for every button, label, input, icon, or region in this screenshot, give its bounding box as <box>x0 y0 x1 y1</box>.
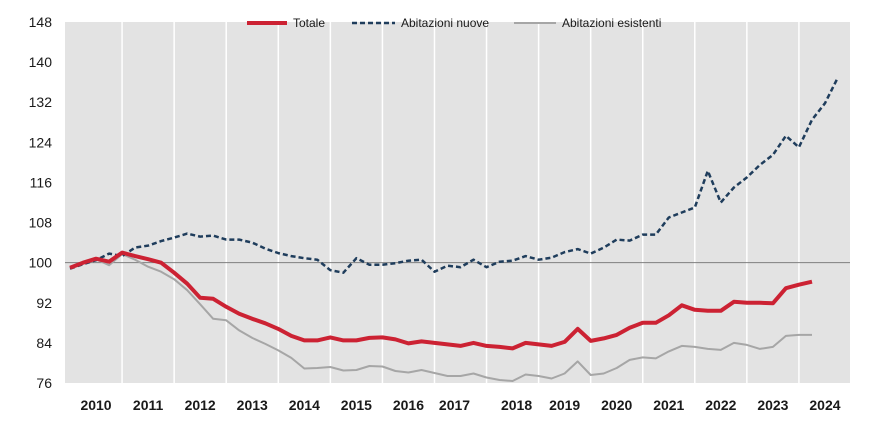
y-tick-label: 148 <box>29 14 53 30</box>
x-tick-label: 2021 <box>653 397 684 413</box>
y-tick-label: 76 <box>36 375 52 391</box>
legend-label-abitazioni-nuove: Abitazioni nuove <box>401 16 489 30</box>
x-axis: 2010 2011 2012 2013 2014 2015 2016 2017 2018 2019… <box>80 397 840 413</box>
y-tick-label: 116 <box>30 174 53 190</box>
series-line-abitazioni-esistenti <box>69 253 812 382</box>
x-tick-label: 2022 <box>705 397 736 413</box>
x-tick-label: 2020 <box>601 397 632 413</box>
x-tick-label: 2017 <box>439 397 470 413</box>
x-tick-label: 2024 <box>809 397 840 413</box>
x-tick-label: 2019 <box>549 397 580 413</box>
legend: Totale Abitazioni nuove Abitazioni esist… <box>247 16 661 30</box>
series-line-abitazioni-nuove <box>69 76 840 274</box>
x-tick-label: 2018 <box>501 397 532 413</box>
x-tick-label: 2010 <box>80 397 111 413</box>
y-tick-label: 84 <box>36 335 52 351</box>
y-axis: 76 84 92 100 108 116 124 132 140 148 <box>29 14 53 391</box>
x-tick-label: 2013 <box>237 397 268 413</box>
y-tick-label: 124 <box>29 134 53 150</box>
y-tick-label: 140 <box>29 54 53 70</box>
y-tick-label: 92 <box>36 295 52 311</box>
legend-label-abitazioni-esistenti: Abitazioni esistenti <box>562 16 661 30</box>
x-tick-label: 2015 <box>341 397 372 413</box>
x-tick-label: 2012 <box>185 397 216 413</box>
x-tick-label: 2014 <box>289 397 320 413</box>
x-tick-label: 2011 <box>133 397 164 413</box>
y-tick-label: 132 <box>29 94 53 110</box>
x-tick-label: 2023 <box>757 397 788 413</box>
x-tick-label: 2016 <box>393 397 424 413</box>
series-line-totale <box>69 250 813 351</box>
legend-label-totale: Totale <box>293 16 325 30</box>
y-tick-label: 108 <box>29 215 53 231</box>
y-tick-label: 100 <box>29 255 53 271</box>
series-lines <box>69 76 840 382</box>
plot-area <box>65 22 850 383</box>
